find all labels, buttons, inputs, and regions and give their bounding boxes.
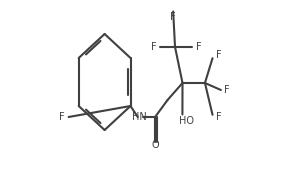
Text: F: F: [216, 50, 221, 60]
Text: HO: HO: [179, 116, 194, 126]
Text: F: F: [59, 112, 65, 122]
Text: F: F: [196, 42, 202, 52]
Text: F: F: [151, 42, 156, 52]
Text: F: F: [224, 85, 230, 95]
Text: HN: HN: [132, 112, 147, 122]
Text: O: O: [151, 140, 159, 150]
Text: F: F: [216, 112, 221, 122]
Text: F: F: [170, 12, 176, 22]
